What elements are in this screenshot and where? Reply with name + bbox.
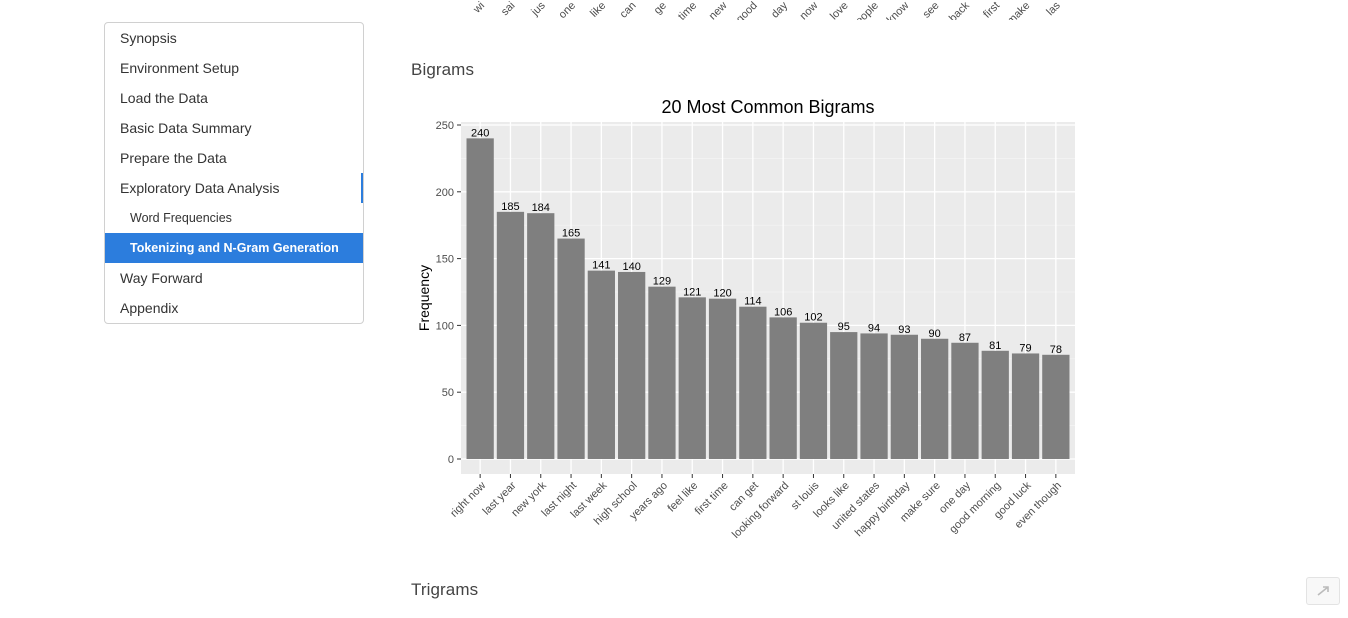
bigram-bar-chart: 20 Most Common Bigrams 0 50 100 150 200 250 Fre… [416,97,1075,541]
previous-chart-tick-label: know [885,0,912,20]
y-tick-label: 0 [448,454,454,466]
previous-chart-tick-label: wi [471,0,488,16]
bar-good-morning [981,350,1009,459]
y-tick-label: 100 [436,320,454,332]
bigrams-heading: Bigrams [411,60,475,79]
bar-value-label: 106 [774,306,792,318]
previous-chart-tick-label: sai [499,0,517,18]
previous-chart-tick-label: like [588,0,608,20]
bar-value-label: 79 [1019,342,1031,354]
toc-item-tokenizing-and-n-gram-generation[interactable]: Tokenizing and N-Gram Generation [105,233,363,263]
previous-chart-tick-label: people [849,0,881,20]
bar-looking-forward [769,317,797,459]
bar-value-label: 102 [804,312,822,324]
toc-item-way-forward[interactable]: Way Forward [120,270,203,286]
previous-chart-tick-label: can [618,0,639,20]
bar-can-get [739,306,767,459]
bar-st-louis [799,322,828,459]
toc-item-appendix[interactable]: Appendix [120,300,179,316]
bar-united-states [860,333,888,459]
bar-feel-like [678,297,706,459]
bar-value-label: 114 [744,296,762,308]
bar-value-label: 140 [622,261,640,273]
x-tick-label: looking forward [730,480,791,541]
bar-last-night [557,238,585,459]
bar-looks-like [830,332,858,459]
bar-value-label: 78 [1050,344,1062,356]
previous-chart-tick-label: las [1044,0,1063,18]
bar-good-luck [1011,353,1040,459]
bar-value-label: 90 [929,328,941,340]
previous-chart-tick-label: make [1005,0,1033,20]
toc-item-word-frequencies[interactable]: Word Frequencies [130,211,232,225]
previous-chart-tick-label: now [798,0,821,20]
bar-first-time [708,298,737,459]
previous-chart-tick-label: first [981,0,1002,20]
scroll-to-top-button[interactable] [1306,577,1340,605]
previous-chart-tick-label: love [828,0,851,20]
x-tick-label: right now [448,480,488,520]
bar-high-school [618,271,646,459]
y-tick-label: 150 [436,254,454,266]
previous-chart-tick-label: new [707,0,730,20]
x-tick-label: first time [693,480,731,518]
bar-make-sure [921,338,949,459]
previous-chart-tick-label: good [734,0,760,20]
toc-item-exploratory-data-analysis[interactable]: Exploratory Data Analysis [105,173,363,203]
previous-chart-tick-label: day [769,0,790,20]
arrow-up-icon [1317,586,1329,596]
bar-value-label: 141 [592,260,610,272]
bar-value-label: 240 [471,127,489,139]
bar-even-though [1042,354,1070,459]
toc-item-basic-data-summary[interactable]: Basic Data Summary [120,120,252,136]
chart-title: 20 Most Common Bigrams [661,97,874,117]
previous-chart-tick-label: back [947,0,972,20]
previous-chart-tick-label: see [921,0,942,20]
y-tick-label: 200 [436,187,454,199]
y-axis-label: Frequency [416,265,432,331]
bar-value-label: 129 [653,276,671,288]
bar-value-label: 165 [562,228,580,240]
previous-chart-partial: wi sai jus one like can ge time new good day now lov… [471,0,1064,20]
toc-item-synopsis[interactable]: Synopsis [120,30,177,46]
previous-chart-tick-label: jus [529,0,548,19]
bar-last-week [587,270,615,459]
bar-years-ago [648,286,676,459]
trigrams-heading: Trigrams [411,580,479,599]
bar-value-label: 87 [959,332,971,344]
bar-value-label: 94 [868,322,880,334]
bar-new-york [527,213,555,459]
y-tick-label: 250 [436,120,454,132]
bar-last-year [496,211,525,459]
bar-value-label: 184 [532,202,550,214]
bar-value-label: 121 [683,286,701,298]
toc-item-environment-setup[interactable]: Environment Setup [120,60,240,76]
previous-chart-tick-label: one [557,0,578,20]
bar-value-label: 81 [989,340,1001,352]
bar-value-label: 185 [501,201,519,213]
y-tick-label: 50 [442,387,454,399]
bar-value-label: 93 [898,324,910,336]
previous-chart-tick-label: time [676,0,699,20]
previous-chart-tick-label: ge [652,0,669,17]
bar-happy-birthday [890,334,918,459]
bar-value-label: 95 [838,321,850,333]
table-of-contents: Synopsis Environment Setup Load the Data Ba… [104,22,364,324]
bar-one-day [951,342,979,459]
bar-right-now [466,138,494,460]
bar-value-label: 120 [713,288,731,300]
toc-item-load-the-data[interactable]: Load the Data [120,90,208,106]
toc-item-prepare-the-data[interactable]: Prepare the Data [120,150,227,166]
